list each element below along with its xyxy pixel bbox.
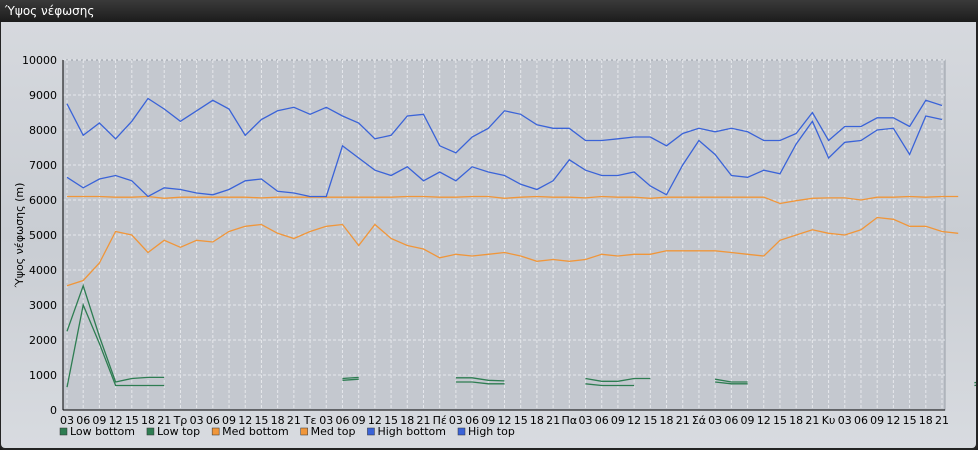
window-title: Ύψος νέφωσης <box>0 0 978 22</box>
x-tick-label: 03 <box>319 414 333 427</box>
series-line-low-bottom <box>585 383 635 387</box>
x-tick-label: 21 <box>676 414 690 427</box>
x-tick-label: 09 <box>92 414 106 427</box>
legend-swatch <box>146 427 155 436</box>
y-tick-label: 5000 <box>29 229 57 242</box>
legend-item: Med bottom <box>222 425 289 438</box>
x-tick-label: 12 <box>886 414 900 427</box>
x-tick-label: 15 <box>125 414 139 427</box>
legend-item: High top <box>468 425 515 438</box>
series-line-low-bottom <box>66 302 165 388</box>
x-tick-label: 09 <box>352 414 366 427</box>
x-tick-label: 09 <box>481 414 495 427</box>
x-tick-label: 18 <box>660 414 674 427</box>
series-line-med-top <box>67 195 959 205</box>
x-tick-label: 03 <box>60 414 74 427</box>
x-tick-label: 06 <box>724 414 738 427</box>
x-tick-label: 12 <box>238 414 252 427</box>
chart-panel: 0 1000 2000 3000 4000 5000 6000 7000 8000 9000 100… <box>1 22 976 448</box>
y-tick-label: 4000 <box>29 264 57 277</box>
series-line-high-top <box>66 97 943 154</box>
legend-item: Low top <box>157 425 200 438</box>
x-tick-label: 06 <box>595 414 609 427</box>
y-tick-label: 2000 <box>29 334 57 347</box>
x-tick-label: 06 <box>465 414 479 427</box>
series-line-low-top <box>585 377 651 382</box>
series-line-low-top <box>342 376 359 380</box>
x-tick-label: 03 <box>449 414 463 427</box>
x-tick-label: 18 <box>530 414 544 427</box>
x-tick-label: Κυ <box>822 414 836 427</box>
series-line-low-top <box>455 377 505 382</box>
series-line-low-bottom <box>342 378 359 381</box>
legend-item: High bottom <box>377 425 446 438</box>
x-tick-label: Πέ <box>433 414 447 427</box>
cloud-height-chart: 0 1000 2000 3000 4000 5000 6000 7000 8000 9000 100… <box>13 54 976 438</box>
y-tick-label: 3000 <box>29 299 57 312</box>
x-tick-label: 18 <box>919 414 933 427</box>
legend-swatch <box>367 427 375 436</box>
x-tick-label: 09 <box>222 414 236 427</box>
x-tick-label: Σά <box>692 414 706 427</box>
x-tick-label: 15 <box>254 414 268 427</box>
x-tick-label: 18 <box>271 414 285 427</box>
x-tick-label: 06 <box>76 414 90 427</box>
x-tick-label: 09 <box>611 414 625 427</box>
x-tick-label: 12 <box>109 414 123 427</box>
legend-swatch <box>300 427 308 436</box>
x-tick-label: 21 <box>935 414 949 427</box>
x-tick-label: 09 <box>741 414 755 427</box>
x-tick-label: 21 <box>287 414 301 427</box>
x-tick-label: 15 <box>384 414 398 427</box>
x-tick-label: 03 <box>708 414 722 427</box>
x-tick-label: 18 <box>141 414 155 427</box>
x-tick-label: Τε <box>303 414 317 427</box>
x-tick-label: 03 <box>190 414 204 427</box>
legend-swatch <box>59 427 68 436</box>
legend-swatch <box>457 427 466 436</box>
x-tick-label: 06 <box>854 414 868 427</box>
x-tick-label: 12 <box>498 414 512 427</box>
y-axis-label: Ύψος νέφωσης (m) <box>13 183 26 289</box>
series-line-high-bottom <box>66 115 943 198</box>
x-tick-label: Πα <box>562 414 578 427</box>
series-line-low-top <box>714 378 748 383</box>
x-tick-label: 21 <box>805 414 819 427</box>
y-tick-label: 0 <box>50 404 57 417</box>
y-tick-label: 9000 <box>29 89 57 102</box>
legend-item: Low bottom <box>70 425 135 438</box>
series-line-med-bottom <box>66 216 959 287</box>
y-tick-label: 6000 <box>29 194 57 207</box>
series-line-low-top <box>974 381 976 384</box>
y-tick-label: 1000 <box>29 369 57 382</box>
x-tick-label: 12 <box>627 414 641 427</box>
x-tick-label: 15 <box>643 414 657 427</box>
x-tick-label: 18 <box>789 414 803 427</box>
x-tick-label: 12 <box>368 414 382 427</box>
x-tick-label: 15 <box>903 414 917 427</box>
legend-swatch <box>211 427 220 436</box>
y-tick-label: 8000 <box>29 124 57 137</box>
x-tick-label: 18 <box>400 414 414 427</box>
series-line-low-bottom <box>974 384 976 387</box>
x-tick-label: 21 <box>546 414 560 427</box>
y-tick-label: 10000 <box>22 54 57 67</box>
x-tick-label: 12 <box>757 414 771 427</box>
x-tick-label: 03 <box>838 414 852 427</box>
x-tick-label: 06 <box>335 414 349 427</box>
legend-item: Med top <box>311 425 356 438</box>
x-tick-label: 15 <box>514 414 528 427</box>
x-tick-label: 06 <box>206 414 220 427</box>
x-tick-label: 15 <box>773 414 787 427</box>
x-tick-label: 09 <box>870 414 884 427</box>
y-tick-label: 7000 <box>29 159 57 172</box>
series-line-low-bottom <box>455 381 505 385</box>
x-tick-label: 21 <box>416 414 430 427</box>
x-tick-label: Τρ <box>173 414 188 427</box>
x-tick-label: 21 <box>157 414 171 427</box>
x-tick-label: 03 <box>579 414 593 427</box>
series-line-low-top <box>66 283 165 383</box>
series-line-low-bottom <box>715 381 748 385</box>
